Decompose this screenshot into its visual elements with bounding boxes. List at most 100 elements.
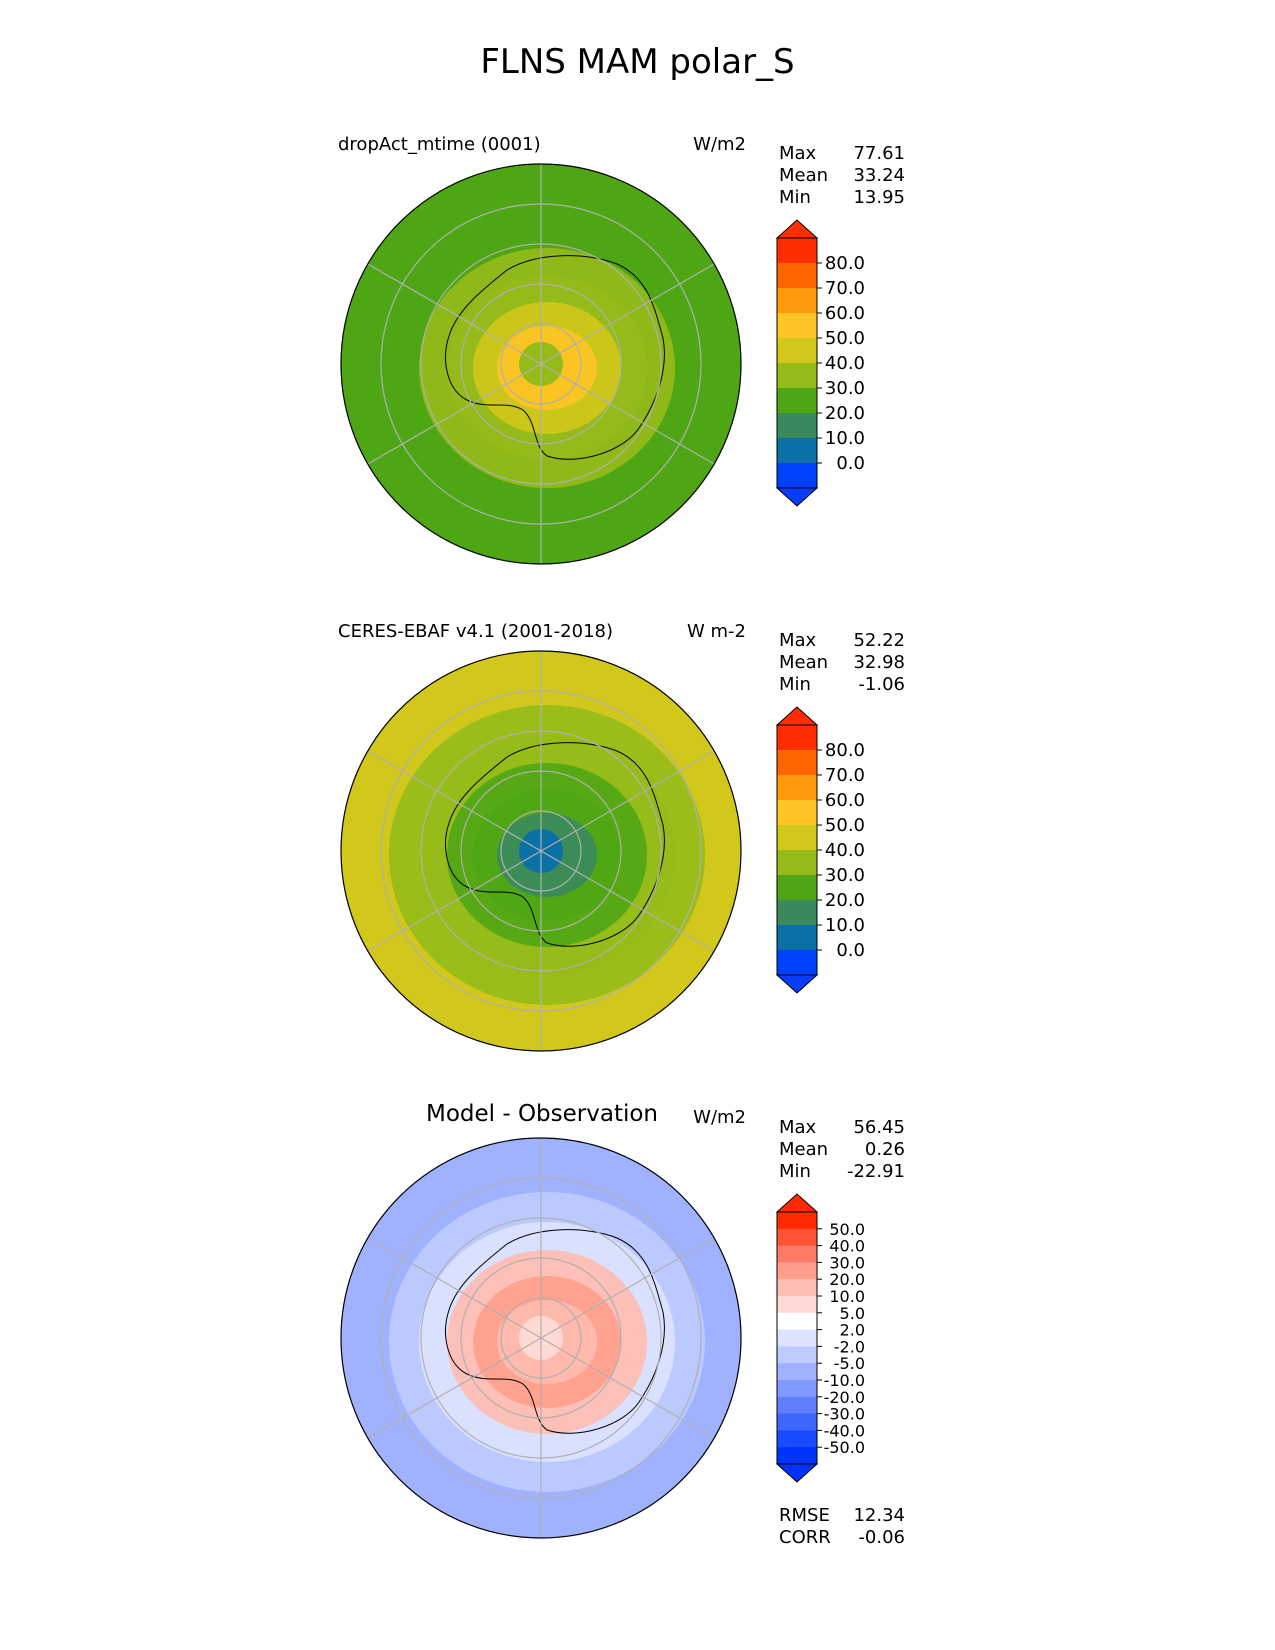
colorbar-segment <box>777 1447 817 1465</box>
colorbar-extend-bottom <box>775 487 819 507</box>
panel-1-stats: Max 77.61 Mean 33.24 Min 13.95 <box>779 143 905 209</box>
colorbar-tick-label: -30.0 <box>824 1405 865 1424</box>
colorbar-tick-label: 10.0 <box>829 1287 865 1306</box>
colorbar-tick-label: 20.0 <box>825 890 865 911</box>
panel-2-map <box>340 650 742 1052</box>
colorbar-segment <box>777 1312 817 1331</box>
panel-3-extra-stats: RMSE 12.34 CORR -0.06 <box>779 1505 905 1549</box>
colorbar-segment <box>777 850 817 876</box>
panel-2-title: CERES-EBAF v4.1 (2001-2018) <box>338 621 614 642</box>
colorbar-tick-label: -5.0 <box>834 1354 865 1373</box>
colorbar-tick-label: 50.0 <box>825 815 865 836</box>
map-boundary <box>340 1137 742 1539</box>
colorbar-extend-top <box>775 1193 819 1213</box>
panel-2-colorbar: 80.0 70.0 60.0 50.0 40.0 30.0 20.0 10.0 0.0 <box>775 706 865 994</box>
colorbar-segment <box>777 775 817 801</box>
colorbar-segment <box>777 750 817 776</box>
colorbar-tick-label: 20.0 <box>829 1270 865 1289</box>
panel-1-title: dropAct_mtime (0001) <box>338 134 541 155</box>
colorbar-segment <box>777 1380 817 1398</box>
map-boundary <box>340 650 742 1052</box>
colorbar-tick-label: -2.0 <box>834 1337 865 1356</box>
colorbar-segment <box>777 950 817 976</box>
stat-min: Min 13.95 <box>779 187 905 208</box>
colorbar-segment <box>777 1262 817 1280</box>
colorbar-tick-label: 40.0 <box>825 353 865 374</box>
colorbar-segment <box>777 463 817 489</box>
colorbar-tick-label: 70.0 <box>825 278 865 299</box>
colorbar-segment <box>777 1245 817 1263</box>
map-boundary <box>340 163 742 565</box>
colorbar-segment <box>777 263 817 289</box>
colorbar-segment <box>777 925 817 951</box>
colorbar-segment <box>777 438 817 464</box>
stat-max: Max 52.22 <box>779 630 905 651</box>
colorbar-segment <box>777 238 817 264</box>
panel-3-map <box>340 1137 742 1539</box>
colorbar-tick-label: 40.0 <box>825 840 865 861</box>
colorbar-segment <box>777 1329 817 1347</box>
colorbar-tick-label: 30.0 <box>825 378 865 399</box>
colorbar-tick-label: 80.0 <box>825 740 865 761</box>
colorbar-tick-label: 30.0 <box>829 1253 865 1272</box>
colorbar-extend-bottom <box>775 1463 819 1483</box>
stat-min: Min -22.91 <box>779 1161 905 1182</box>
colorbar-tick-label: 0.0 <box>836 940 865 961</box>
colorbar-segment <box>777 900 817 926</box>
colorbar-segment <box>777 825 817 851</box>
colorbar-tick-label: 10.0 <box>825 428 865 449</box>
colorbar-segment <box>777 1346 817 1364</box>
panel-3-title: Model - Observation <box>425 1101 659 1127</box>
stat-corr: CORR -0.06 <box>779 1527 905 1548</box>
colorbar-segment <box>777 1228 817 1247</box>
meridian-line <box>367 1237 715 1439</box>
panel-3-colorbar: 50.040.030.020.010.05.02.0-2.0-5.0-10.0 -… <box>775 1193 865 1483</box>
colorbar-tick-label: 0.0 <box>836 453 865 474</box>
panel-3-stats: Max 56.45 Mean 0.26 Min -22.91 <box>779 1117 905 1183</box>
meridian-line <box>367 750 715 952</box>
colorbar-segment <box>777 1212 817 1230</box>
panel-1-map <box>340 163 742 565</box>
antarctica-coastline <box>445 255 665 460</box>
colorbar-segment <box>777 1363 817 1381</box>
meridian-line <box>367 263 715 465</box>
colorbar-tick-label: 40.0 <box>829 1237 865 1256</box>
panel-2-units: W m-2 <box>686 621 746 642</box>
colorbar-tick-label: 60.0 <box>825 790 865 811</box>
colorbar-segment <box>777 1413 817 1431</box>
stat-max: Max 77.61 <box>779 143 905 164</box>
colorbar-tick-label: 2.0 <box>840 1321 865 1340</box>
colorbar-extend-top <box>775 219 819 239</box>
stat-rmse: RMSE 12.34 <box>779 1505 905 1526</box>
colorbar-tick-label: 50.0 <box>829 1220 865 1239</box>
colorbar-extend-bottom <box>775 974 819 994</box>
colorbar-segment <box>777 288 817 314</box>
stat-mean: Mean 33.24 <box>779 165 905 186</box>
colorbar-tick-label: 20.0 <box>825 403 865 424</box>
colorbar-tick-label: -50.0 <box>824 1438 865 1457</box>
colorbar-segment <box>777 1296 817 1314</box>
colorbar-tick-label: 50.0 <box>825 328 865 349</box>
stat-max: Max 56.45 <box>779 1117 905 1138</box>
colorbar-tick-label: -10.0 <box>824 1371 865 1390</box>
colorbar-segment <box>777 363 817 389</box>
colorbar-tick-label: 30.0 <box>825 865 865 886</box>
colorbar-segment <box>777 413 817 439</box>
antarctica-coastline <box>445 742 665 947</box>
colorbar-tick-label: 70.0 <box>825 765 865 786</box>
colorbar-segment <box>777 388 817 414</box>
colorbar-segment <box>777 800 817 826</box>
colorbar-tick-label: 60.0 <box>825 303 865 324</box>
stat-min: Min -1.06 <box>779 674 905 695</box>
colorbar-segment <box>777 313 817 339</box>
colorbar-segment <box>777 338 817 364</box>
colorbar-segment <box>777 1430 817 1448</box>
colorbar-segment <box>777 1396 817 1415</box>
colorbar-segment <box>777 1279 817 1297</box>
figure-title: FLNS MAM polar_S <box>480 42 795 82</box>
colorbar-tick-label: 5.0 <box>840 1304 865 1323</box>
colorbar-segment <box>777 725 817 751</box>
stat-mean: Mean 0.26 <box>779 1139 905 1160</box>
colorbar-frame <box>776 1211 818 1465</box>
panel-3-units: W/m2 <box>693 1107 746 1128</box>
